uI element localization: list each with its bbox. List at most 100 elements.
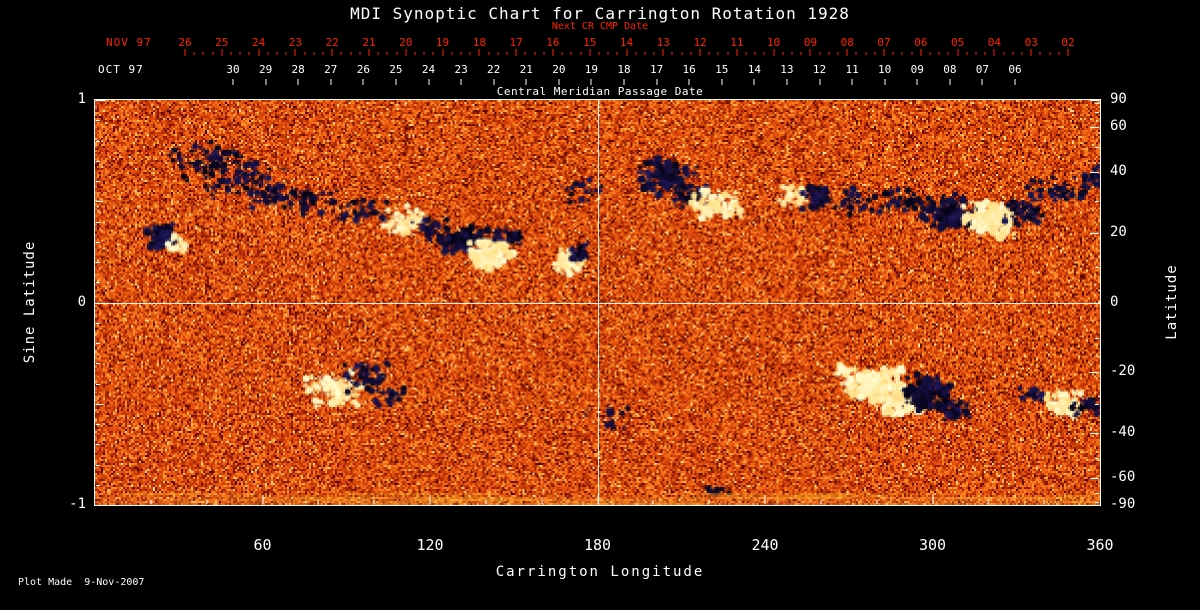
next-cr-day-tick [552, 49, 554, 56]
carrington-longitude-axis-title: Carrington Longitude [495, 564, 705, 580]
next-cr-day-tick [626, 49, 627, 56]
longitude-tick [373, 500, 375, 504]
latitude-tick-label: 60 [1110, 118, 1127, 135]
latitude-tick-label: -40 [1110, 423, 1136, 440]
cmp-day-tick [949, 79, 951, 85]
cmp-day-label: 25 [389, 63, 403, 76]
cmp-day-label: 06 [1008, 63, 1022, 76]
latitude-tick [1095, 501, 1099, 503]
next-cr-cmp-date-label: Next CR CMP Date [551, 21, 649, 32]
next-cr-minor-tick [561, 52, 563, 55]
next-cr-minor-tick [754, 52, 756, 55]
next-cr-day-label: 20 [399, 36, 413, 49]
next-cr-minor-tick [193, 52, 195, 55]
sine-latitude-tick [96, 383, 100, 385]
latitude-tick [1095, 147, 1099, 149]
next-cr-minor-tick [396, 52, 398, 55]
next-cr-minor-tick [681, 52, 683, 55]
next-cr-day-tick [331, 49, 333, 56]
next-cr-day-label: 16 [546, 36, 560, 49]
cmp-day-tick [362, 79, 364, 85]
longitude-tick [820, 500, 822, 504]
next-cr-day-label: 07 [877, 36, 891, 49]
longitude-tick [485, 500, 487, 504]
cmp-day-label: 09 [910, 63, 924, 76]
latitude-tick [1090, 172, 1099, 174]
magnetogram-image [95, 100, 1100, 505]
plot-made-timestamp: Plot Made 9-Nov-2007 [18, 577, 145, 588]
cmp-day-tick [330, 79, 332, 85]
next-cr-minor-tick [230, 52, 232, 55]
next-cr-minor-tick [616, 52, 618, 55]
latitude-tick [1095, 403, 1099, 405]
next-cr-minor-tick [598, 52, 600, 55]
next-cr-day-tick [478, 49, 480, 56]
next-cr-minor-tick [819, 52, 821, 55]
next-cr-day-label: 19 [435, 36, 450, 49]
cmp-day-tick [884, 79, 886, 85]
cmp-day-tick [590, 79, 592, 85]
cmp-day-tick [558, 79, 560, 85]
next-cr-minor-tick [543, 52, 545, 55]
next-cr-minor-tick [506, 52, 508, 55]
next-cr-minor-tick [313, 52, 315, 55]
next-cr-day-tick [1067, 49, 1069, 56]
cmp-day-label: 13 [780, 63, 794, 76]
cmp-day-label: 08 [943, 63, 957, 76]
latitude-tick [1090, 477, 1099, 479]
next-cr-day-label: 22 [325, 36, 339, 49]
next-cr-minor-tick [874, 52, 876, 55]
cmp-day-label: 22 [487, 63, 501, 76]
next-cr-day-label: 14 [619, 36, 634, 49]
cmp-day-label: 24 [421, 63, 436, 76]
latitude-tick-label: -90 [1110, 496, 1136, 512]
next-cr-minor-tick [432, 52, 434, 55]
next-cr-day-tick [957, 49, 959, 56]
next-cr-day-label: 08 [840, 36, 854, 49]
cmp-day-label: 18 [617, 63, 631, 76]
next-cr-day-tick [1030, 49, 1032, 56]
latitude-tick-label: -60 [1110, 468, 1136, 485]
longitude-tick [541, 500, 543, 504]
next-cr-minor-tick [1012, 52, 1014, 55]
next-cr-minor-tick [828, 52, 830, 55]
latitude-tick-label: 90 [1110, 91, 1127, 107]
latitude-tick [1095, 201, 1099, 203]
latitude-tick-label: 0 [1110, 293, 1119, 310]
cmp-day-label: 19 [584, 63, 599, 76]
cmp-day-label: 21 [519, 63, 533, 76]
next-cr-minor-tick [524, 52, 526, 55]
cmp-day-tick [525, 79, 527, 85]
sine-latitude-tick [96, 363, 100, 365]
next-cr-minor-tick [975, 52, 977, 55]
cmp-day-tick [753, 79, 755, 85]
gridline-longitude [598, 100, 599, 505]
sine-latitude-tick [96, 120, 100, 122]
next-cr-day-label: 25 [215, 36, 229, 49]
sine-latitude-tick [96, 484, 100, 486]
next-cr-minor-tick [267, 52, 269, 55]
next-cr-day-label: 13 [656, 36, 670, 49]
next-cr-minor-tick [607, 52, 609, 55]
sine-latitude-tick [96, 181, 100, 182]
next-cr-minor-tick [423, 52, 425, 55]
cmp-day-label: 16 [682, 63, 696, 76]
next-cr-minor-tick [340, 52, 342, 55]
next-cr-minor-tick [727, 52, 729, 55]
cmp-day-tick [395, 79, 397, 85]
next-cr-minor-tick [1039, 52, 1041, 55]
sine-latitude-tick-label: 0 [77, 293, 86, 310]
next-cr-minor-tick [377, 52, 379, 55]
cmp-day-label: 12 [812, 63, 827, 76]
next-cr-day-label: 04 [987, 36, 1002, 49]
longitude-tick-label: 360 [1086, 536, 1114, 554]
next-cr-day-tick [883, 49, 885, 56]
sine-latitude-tick [96, 160, 100, 162]
longitude-tick [262, 495, 263, 504]
cmp-day-tick [428, 79, 429, 85]
next-cr-minor-tick [644, 52, 646, 55]
sine-latitude-tick [96, 282, 100, 284]
latitude-tick [1090, 505, 1099, 506]
latitude-tick-label: 40 [1110, 163, 1127, 180]
longitude-tick [932, 495, 933, 504]
